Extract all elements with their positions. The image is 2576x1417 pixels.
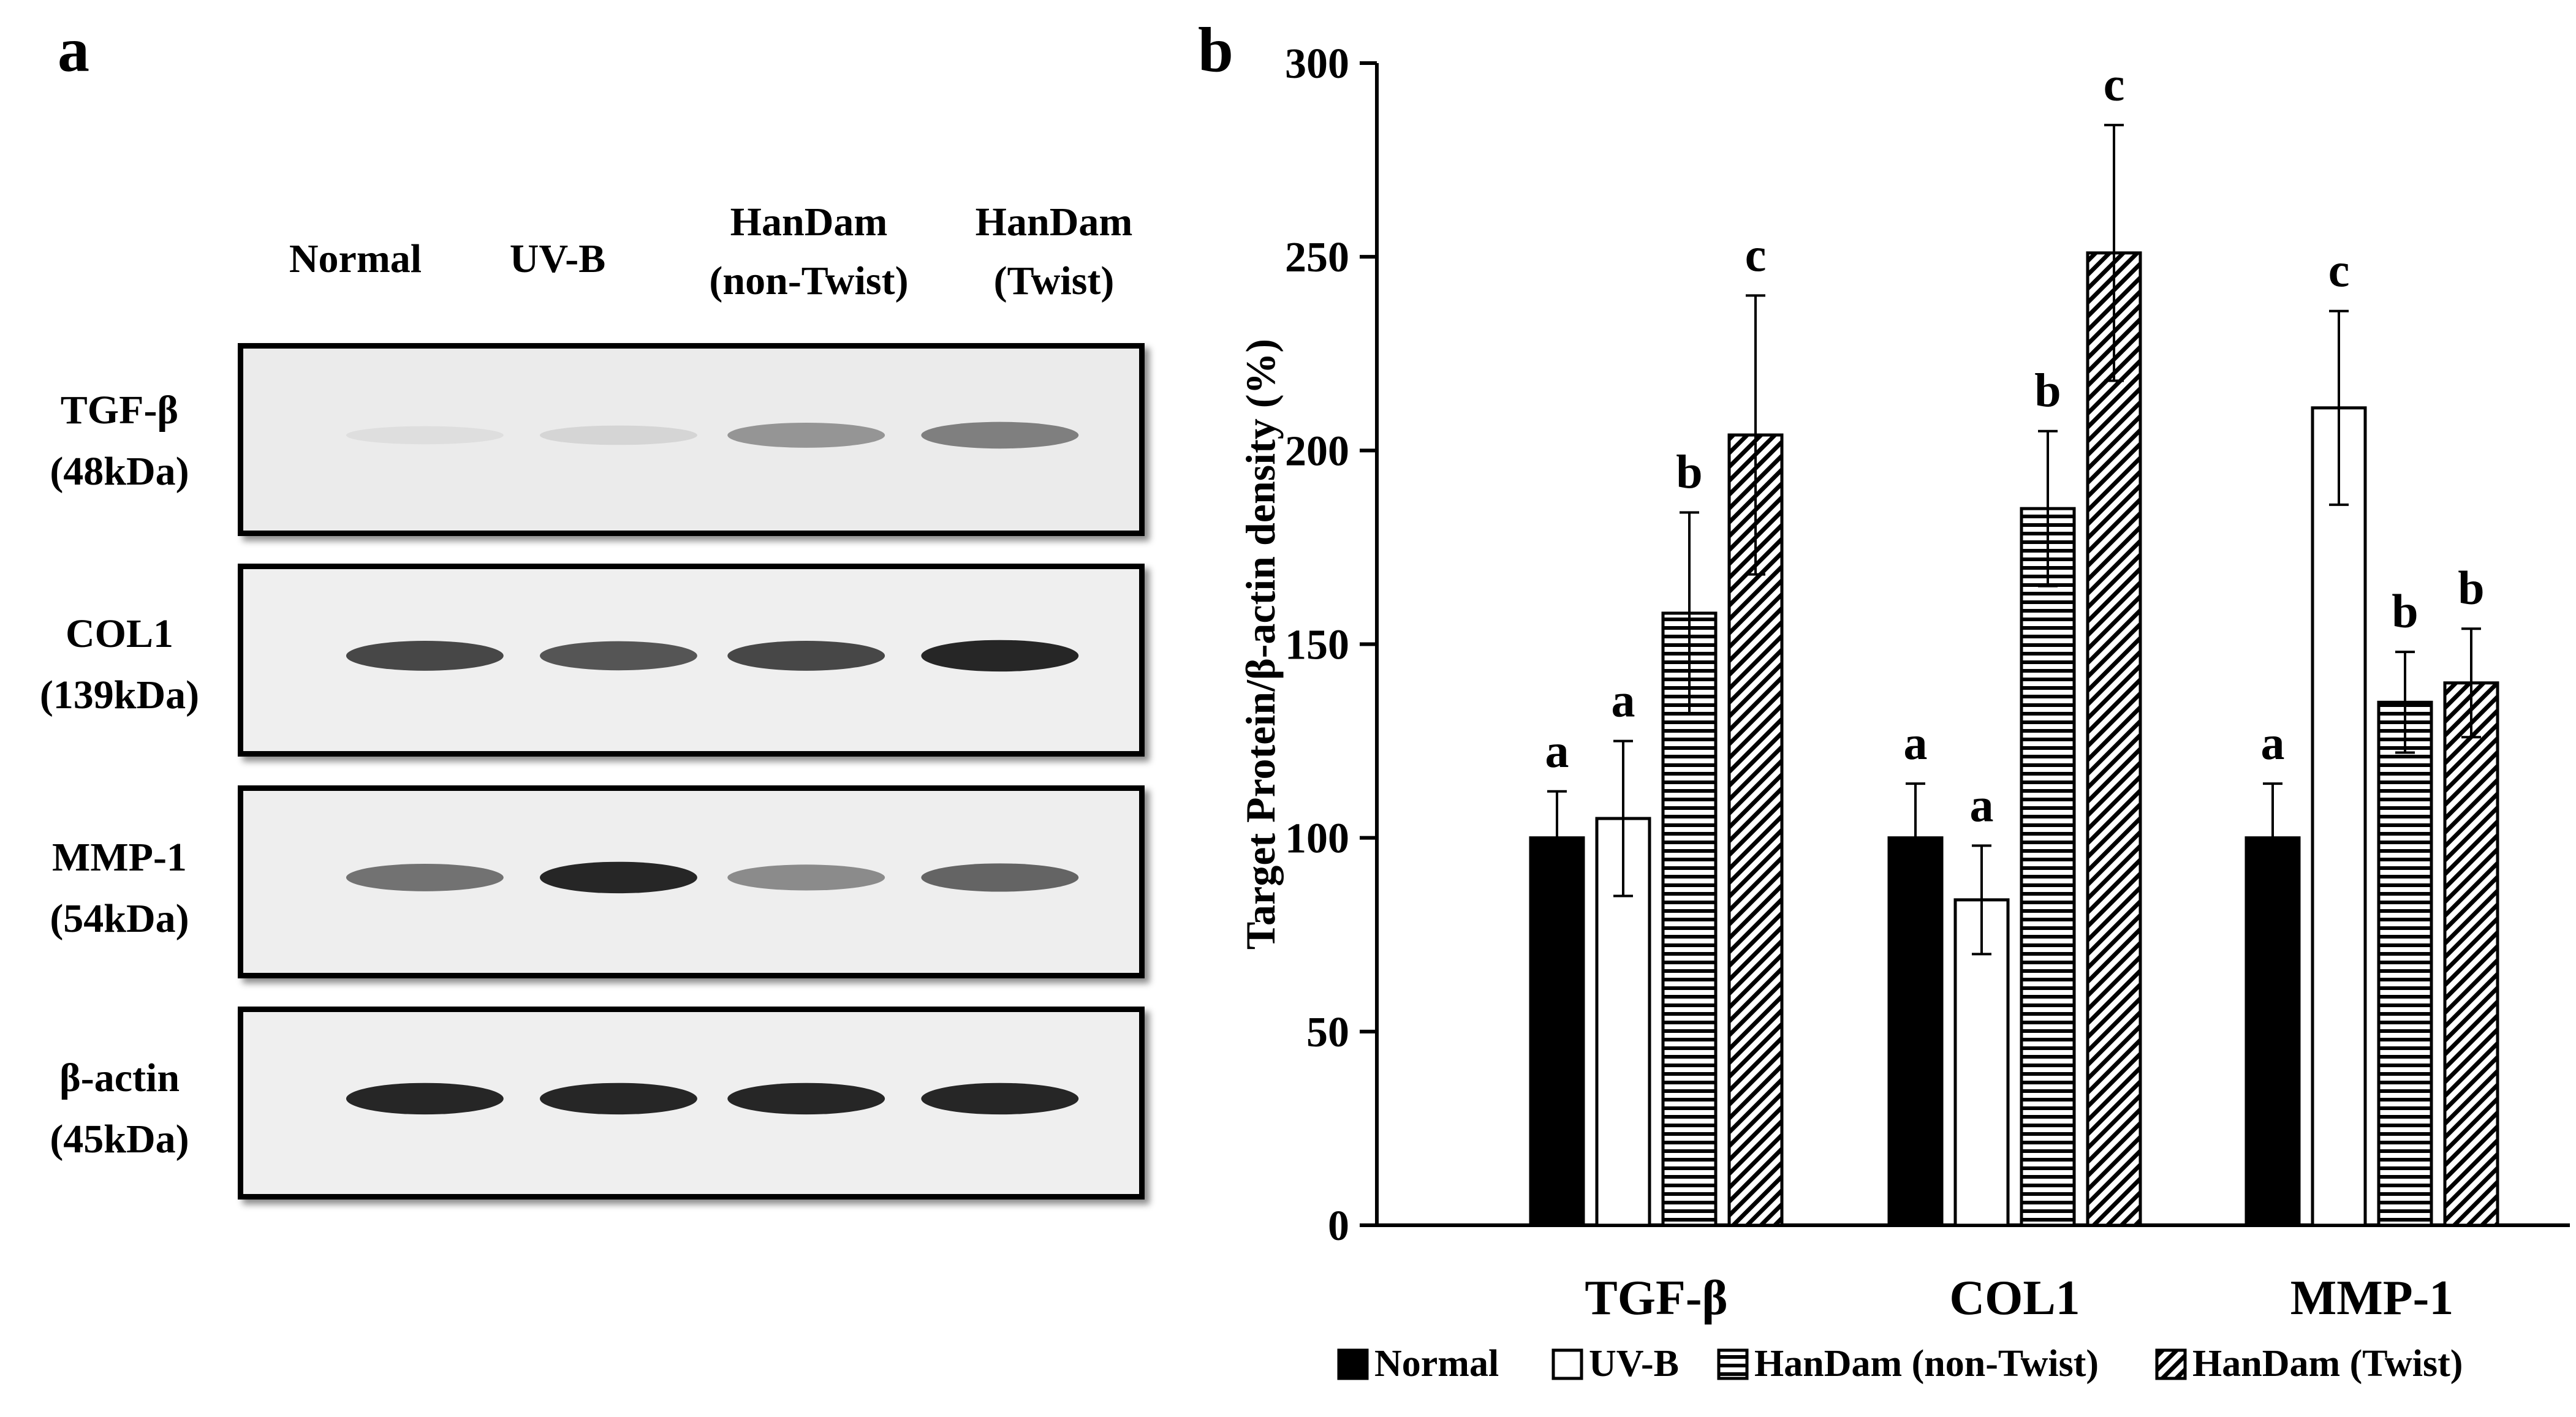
blot-band: [346, 426, 504, 445]
blot-strip-mmp1: [238, 785, 1145, 978]
significance-letter: a: [2261, 716, 2285, 769]
blot-band: [346, 863, 504, 891]
blot-band: [346, 1083, 504, 1115]
panel-a-letter: a: [58, 15, 89, 85]
panel-b-letter: b: [1198, 15, 1233, 85]
y-tick-label: 0: [1328, 1203, 1349, 1250]
legend-label: HanDam (non-Twist): [1754, 1343, 2099, 1385]
bar: [2086, 251, 2142, 1227]
significance-letter: c: [1745, 228, 1767, 281]
legend-swatch: [1717, 1348, 1749, 1380]
blot-band: [921, 863, 1079, 892]
blot-strip-col1: [238, 564, 1145, 757]
significance-letter: a: [1904, 716, 1928, 769]
blot-band: [921, 421, 1079, 449]
legend-label: HanDam (Twist): [2192, 1343, 2463, 1385]
bar: [1529, 836, 1585, 1227]
blot-band: [540, 861, 697, 894]
significance-letter: a: [1545, 724, 1569, 777]
blot-band: [346, 641, 504, 671]
blot-strip-beta-actin: [238, 1007, 1145, 1200]
blot-band: [540, 1083, 697, 1115]
row-label-beta-actin: β-actin (45kDa): [50, 1056, 189, 1162]
blot-band: [727, 864, 885, 891]
lane-label-handam-twist: HanDam (Twist): [975, 200, 1133, 303]
blot-band: [921, 640, 1079, 672]
y-tick-label: 100: [1285, 815, 1349, 863]
y-tick-label: 200: [1285, 428, 1349, 475]
y-tick-label: 250: [1285, 234, 1349, 281]
blot-band: [727, 1083, 885, 1115]
y-tick-label: 50: [1306, 1009, 1349, 1056]
bar: [1887, 836, 1944, 1227]
significance-letter: b: [2392, 584, 2418, 638]
row-label-tgf-beta: TGF-β (48kDa): [50, 388, 189, 494]
row-label-mmp1: MMP-1 (54kDa): [50, 835, 189, 941]
legend-swatch: [1551, 1348, 1583, 1380]
significance-letter: a: [1970, 778, 1994, 831]
blot-band: [921, 1083, 1079, 1115]
legend-label: UV-B: [1589, 1343, 1679, 1385]
y-tick-label: 150: [1285, 622, 1349, 669]
blot-band: [727, 422, 885, 448]
significance-letter: c: [2328, 244, 2350, 297]
significance-letter: b: [2458, 561, 2484, 614]
y-axis-label: Target Protein/β-actin density (%): [1237, 339, 1284, 950]
bar-chart: 0 50 100 150 200 250 300 Target Protein/β-actin…: [1237, 40, 2570, 1385]
legend-swatch: [2155, 1348, 2187, 1380]
legend-label: Normal: [1374, 1343, 1499, 1385]
bar: [2377, 700, 2433, 1227]
blot-band: [540, 425, 697, 445]
lane-label-handam-non-twist: HanDam (non-Twist): [709, 200, 909, 303]
lane-label-normal: Normal: [289, 236, 422, 281]
x-category-label: MMP-1: [2290, 1271, 2454, 1325]
x-category-label: COL1: [1949, 1271, 2080, 1325]
significance-letter: b: [1676, 445, 1702, 499]
bar: [2020, 507, 2076, 1227]
blot-band: [540, 641, 697, 671]
significance-letter: b: [2034, 364, 2061, 417]
row-label-col1: COL1 (139kDa): [39, 611, 200, 717]
blot-band: [727, 641, 885, 671]
significance-letter: a: [1612, 674, 1635, 727]
significance-letter: c: [2104, 58, 2125, 111]
legend-swatch: [1337, 1348, 1369, 1380]
x-category-label: TGF-β: [1585, 1271, 1727, 1325]
bar: [2311, 406, 2367, 1227]
lane-label-uvb: UV-B: [509, 236, 606, 281]
y-tick-label: 300: [1285, 40, 1349, 88]
bar: [2245, 836, 2301, 1227]
bar: [2443, 681, 2499, 1227]
blot-strip-tgf-beta: [238, 343, 1145, 536]
